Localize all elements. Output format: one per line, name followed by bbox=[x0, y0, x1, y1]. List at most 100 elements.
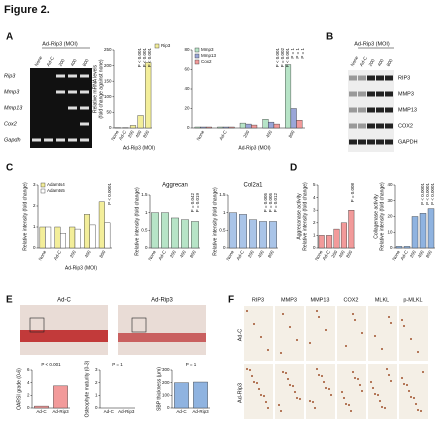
panel-label: B bbox=[326, 32, 333, 43]
stain-dot bbox=[314, 407, 316, 409]
stain-dot bbox=[379, 400, 381, 402]
histology-image bbox=[275, 364, 304, 419]
stain-dot bbox=[260, 336, 262, 338]
panel-label: C bbox=[6, 163, 13, 174]
lane-label: 400 bbox=[70, 58, 78, 67]
x-tick-label: 200 bbox=[409, 249, 417, 258]
x-tick-label: Ad-C bbox=[118, 129, 128, 141]
y-tick-label: 40 bbox=[184, 86, 190, 91]
y-tick-label: 30 bbox=[387, 198, 393, 203]
blot-band bbox=[358, 107, 366, 113]
legend-label: Mmp13 bbox=[201, 53, 217, 58]
bar bbox=[39, 226, 46, 249]
stain-dot bbox=[246, 310, 248, 312]
x-tick-label: 800 bbox=[425, 249, 433, 258]
column-label: RIP3 bbox=[252, 297, 264, 303]
x-tick-label: Ad-C bbox=[322, 249, 332, 261]
bar bbox=[151, 212, 159, 249]
y-axis-label: Relative intensity (fold change) bbox=[302, 182, 308, 251]
x-tick-label: 800 bbox=[267, 249, 275, 258]
bar bbox=[348, 209, 355, 249]
y-axis-label: Relative intensity (fold change) bbox=[22, 182, 28, 251]
y-axis-label: Relative intensity (fold change) bbox=[379, 182, 385, 251]
legend-swatch bbox=[194, 53, 200, 59]
annotation: P < 0.001 bbox=[275, 48, 280, 68]
y-tick-label: 0 bbox=[33, 245, 36, 250]
bar bbox=[269, 221, 277, 249]
lane-label: Ad-C bbox=[46, 55, 56, 67]
annotation: P < 0.0001 bbox=[107, 183, 112, 205]
stain-dot bbox=[278, 404, 280, 406]
stain-dot bbox=[321, 375, 323, 377]
stain-dot bbox=[260, 394, 262, 396]
bar bbox=[191, 221, 199, 249]
stain-dot bbox=[296, 339, 298, 341]
y-tick-label: 20 bbox=[184, 106, 190, 111]
bar bbox=[194, 126, 201, 129]
legend-swatch bbox=[40, 182, 46, 188]
lane-label: 800 bbox=[386, 58, 394, 67]
column-label: MMP13 bbox=[311, 297, 330, 303]
x-tick-label: 400 bbox=[265, 129, 273, 138]
x-tick-label: Ad-C bbox=[36, 409, 47, 414]
bar bbox=[228, 126, 235, 129]
stain-dot bbox=[401, 319, 403, 321]
row-label: Ad-Rip3 bbox=[237, 383, 243, 403]
bar bbox=[137, 115, 144, 129]
stain-dot bbox=[282, 371, 284, 373]
stain-dot bbox=[415, 403, 417, 405]
blot-band bbox=[349, 75, 357, 81]
stain-dot bbox=[282, 313, 284, 315]
panel-label: F bbox=[228, 295, 234, 306]
y-tick-label: 80 bbox=[184, 47, 190, 52]
lane-label: None bbox=[34, 55, 44, 67]
y-tick-label: 1 bbox=[33, 224, 36, 229]
stain-dot bbox=[309, 342, 311, 344]
column-label: MLKL bbox=[375, 297, 389, 303]
histology-stain bbox=[20, 330, 108, 342]
blot-band bbox=[376, 91, 384, 97]
stain-dot bbox=[420, 410, 422, 412]
histology-image bbox=[368, 306, 397, 361]
chart-title: Col2a1 bbox=[243, 183, 263, 189]
bar bbox=[104, 222, 111, 249]
legend-label: Mmp3 bbox=[201, 47, 214, 52]
row-label: RIP3 bbox=[398, 75, 410, 81]
histology-image bbox=[244, 364, 273, 419]
stain-dot bbox=[343, 397, 345, 399]
y-tick-label: 20 bbox=[387, 214, 393, 219]
gel-band bbox=[80, 122, 89, 126]
blot-band bbox=[349, 123, 357, 129]
bar bbox=[60, 233, 66, 249]
x-axis-label: Ad-Rip3 (MOI) bbox=[123, 145, 156, 151]
x-tick-label: 200 bbox=[242, 129, 250, 138]
blot-band bbox=[385, 91, 393, 97]
bar bbox=[326, 235, 333, 249]
bar bbox=[54, 226, 61, 249]
stain-dot bbox=[323, 381, 325, 383]
stain-dot bbox=[318, 316, 320, 318]
y-axis-label: Osteophyte maturity (0-3) bbox=[84, 360, 90, 417]
x-tick-label: Ad-Rip3 bbox=[52, 409, 69, 414]
bar bbox=[181, 219, 189, 249]
blot-band bbox=[376, 107, 384, 113]
bar bbox=[251, 124, 258, 129]
gel-band bbox=[68, 138, 77, 142]
stain-dot bbox=[370, 381, 372, 383]
stain-dot bbox=[377, 394, 379, 396]
bar bbox=[84, 214, 91, 249]
y-tick-label: 60 bbox=[184, 67, 190, 72]
stain-dot bbox=[354, 319, 356, 321]
histology-stain bbox=[118, 333, 206, 342]
annotation: P < 0.0001 bbox=[425, 183, 430, 205]
annotation: P < 0.001 bbox=[142, 48, 147, 68]
x-tick-label: 400 bbox=[179, 249, 187, 258]
annotation: P = 1 bbox=[290, 48, 295, 59]
stain-dot bbox=[280, 352, 282, 354]
y-tick-label: 0 bbox=[390, 245, 393, 250]
x-tick-label: 200 bbox=[247, 249, 255, 258]
stain-dot bbox=[352, 371, 354, 373]
histology-image bbox=[306, 306, 335, 361]
y-tick-label: 50 bbox=[106, 110, 112, 115]
